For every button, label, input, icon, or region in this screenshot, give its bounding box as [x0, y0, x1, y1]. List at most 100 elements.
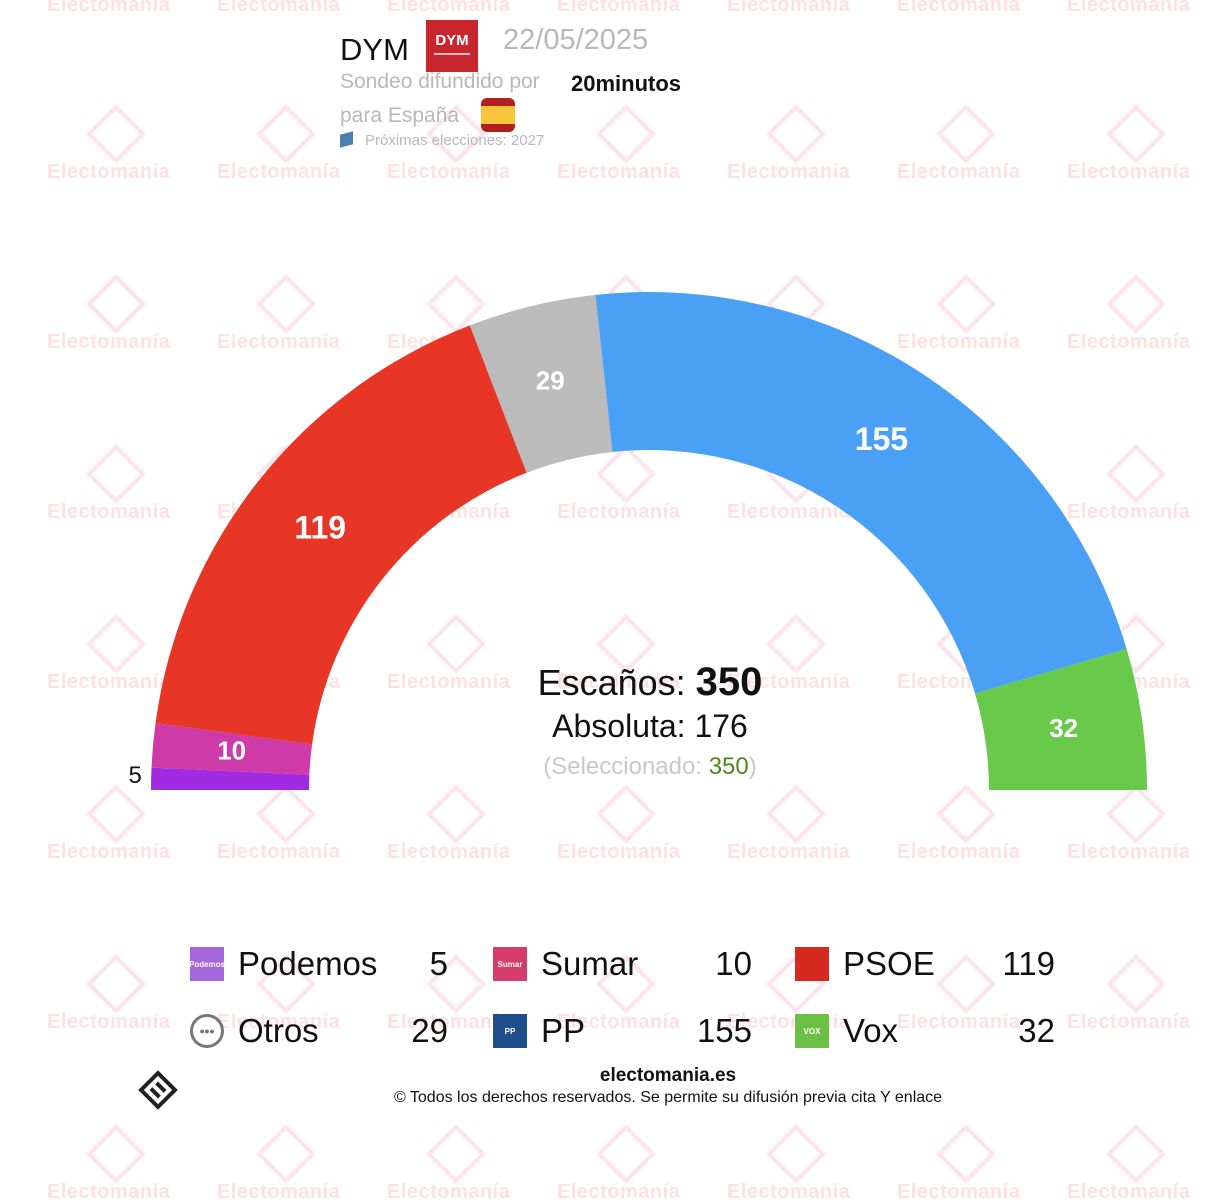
- watermark-text: Electomanía: [897, 1011, 1021, 1033]
- majority-value: 176: [694, 708, 748, 744]
- watermark-text: Electomanía: [217, 1181, 341, 1203]
- watermark-text: Electomanía: [387, 0, 511, 16]
- seat-label-vox: 32: [1049, 713, 1078, 743]
- legend-party-seats: 32: [1018, 1012, 1055, 1049]
- legend-party-name: PSOE: [843, 945, 935, 982]
- seat-label-sumar: 10: [217, 735, 246, 765]
- watermark-text: Electomanía: [217, 1011, 341, 1033]
- watermark-text: Electomanía: [47, 1011, 171, 1033]
- footer-site: electomania.es: [599, 1065, 737, 1086]
- legend-party-seats: 10: [715, 945, 752, 982]
- watermark-text: Electomanía: [557, 501, 681, 523]
- spain-flag-icon: [481, 98, 515, 132]
- pollster-name: DYM: [340, 32, 409, 67]
- party-logo-icon: •••: [190, 1014, 224, 1048]
- watermark-text: Electomanía: [1067, 1181, 1191, 1203]
- watermark-text: Electomanía: [897, 161, 1021, 183]
- seat-segment-pp: [595, 292, 1127, 694]
- seat-label-psoe: 119: [294, 510, 346, 546]
- legend-party-seats: 5: [429, 945, 448, 982]
- next-elections: Próximas elecciones: 2027: [340, 131, 545, 149]
- selected-value: 350: [708, 753, 749, 780]
- watermark-logo-icon: [1106, 1124, 1166, 1184]
- legend-party-name: Sumar: [541, 945, 639, 982]
- watermark-text: Electomanía: [1067, 161, 1191, 183]
- watermark-text: Electomanía: [727, 501, 851, 523]
- watermark-text: Electomanía: [47, 331, 171, 353]
- watermark-text: Electomanía: [727, 0, 851, 16]
- watermark-text: Electomanía: [727, 841, 851, 863]
- watermark-text: Electomanía: [47, 841, 171, 863]
- selected-close: ): [748, 753, 757, 780]
- party-logo-icon: [795, 947, 829, 981]
- watermark-text: Electomanía: [217, 841, 341, 863]
- watermark-text: Electomanía: [1067, 1011, 1191, 1033]
- watermark-text: Electomanía: [557, 841, 681, 863]
- footer-copyright: © Todos los derechos reservados. Se perm…: [393, 1089, 943, 1106]
- watermark-text: Electomanía: [557, 1181, 681, 1203]
- media-prefix: Sondeo difundido por: [340, 70, 540, 93]
- pollster-logo-text: DYM: [435, 32, 469, 49]
- watermark-text: Electomanía: [47, 671, 171, 693]
- watermark-text: Electomanía: [1067, 331, 1191, 353]
- legend-party-name: Vox: [843, 1012, 899, 1049]
- seat-label-podemos: 5: [128, 762, 141, 789]
- seats-total: 350: [695, 660, 763, 704]
- electomania-logo-icon: [138, 1070, 178, 1110]
- watermark-text: Electomanía: [897, 331, 1021, 353]
- ballot-box-icon: [340, 131, 353, 148]
- legend-party-seats: 155: [696, 1012, 752, 1049]
- watermark-text: Electomanía: [897, 1181, 1021, 1203]
- legend-party-seats: 29: [411, 1012, 448, 1049]
- seat-label-pp: 155: [855, 421, 908, 457]
- watermark-text: Electomanía: [557, 671, 681, 693]
- seat-segment-otros: [469, 294, 613, 473]
- legend-party-name: Otros: [238, 1012, 319, 1049]
- seat-segment-sumar: [151, 723, 313, 775]
- watermark-text: Electomanía: [387, 671, 511, 693]
- watermark-text: Electomanía: [387, 1011, 511, 1033]
- watermark-text: Electomanía: [387, 841, 511, 863]
- legend-party-name: Podemos: [238, 945, 378, 982]
- seats-label: Escaños:: [537, 662, 686, 703]
- watermark-text: Electomanía: [897, 0, 1021, 16]
- majority-label: Absoluta:: [552, 708, 686, 744]
- watermark-text: Electomanía: [217, 331, 341, 353]
- party-logo-icon: PP: [493, 1014, 527, 1048]
- watermark-text: Electomanía: [557, 161, 681, 183]
- watermark-text: Electomanía: [47, 161, 171, 183]
- watermark-text: Electomanía: [47, 1181, 171, 1203]
- seats-total-line: Escaños: 350: [400, 660, 900, 705]
- region-label: para España: [340, 104, 460, 127]
- legend-party-name: PP: [541, 1012, 586, 1049]
- watermark-text: Electomanía: [1067, 501, 1191, 523]
- watermark-text: Electomanía: [897, 841, 1021, 863]
- watermark-text: Electomanía: [557, 1011, 681, 1033]
- watermark-logo-icon: [596, 1124, 656, 1184]
- poll-date: 22/05/2025: [503, 24, 649, 56]
- selected-line: (Seleccionado: 350): [400, 747, 900, 787]
- next-elections-text: Próximas elecciones: 2027: [365, 132, 545, 149]
- watermark-logo-icon: [86, 1124, 146, 1184]
- watermark-text: Electomanía: [727, 671, 851, 693]
- party-logo-icon: VOX: [795, 1014, 829, 1048]
- watermark-logo-icon: [256, 1124, 316, 1184]
- watermark-logo-icon: [426, 1124, 486, 1184]
- seat-segment-vox: [975, 648, 1147, 790]
- majority-line: Absoluta: 176: [400, 705, 900, 747]
- seat-segment-psoe: [155, 325, 527, 745]
- watermark-text: Electomanía: [217, 0, 341, 16]
- selected-label: (Seleccionado:: [543, 753, 703, 780]
- watermark-logo-icon: [766, 1124, 826, 1184]
- watermark-text: Electomanía: [1067, 841, 1191, 863]
- seat-label-otros: 29: [536, 366, 565, 396]
- watermark-text: Electomanía: [387, 161, 511, 183]
- watermark-text: Electomanía: [47, 0, 171, 16]
- watermark-text: Electomanía: [557, 0, 681, 16]
- watermark-text: Electomanía: [387, 1181, 511, 1203]
- pollster-logo: DYM: [426, 20, 478, 72]
- parliament-chart: 5 10 119 29 155 32: [128, 292, 1147, 790]
- watermark-text: Electomanía: [727, 1181, 851, 1203]
- party-logo-icon: Podemos: [189, 947, 225, 981]
- watermark-text: Electomanía: [1067, 0, 1191, 16]
